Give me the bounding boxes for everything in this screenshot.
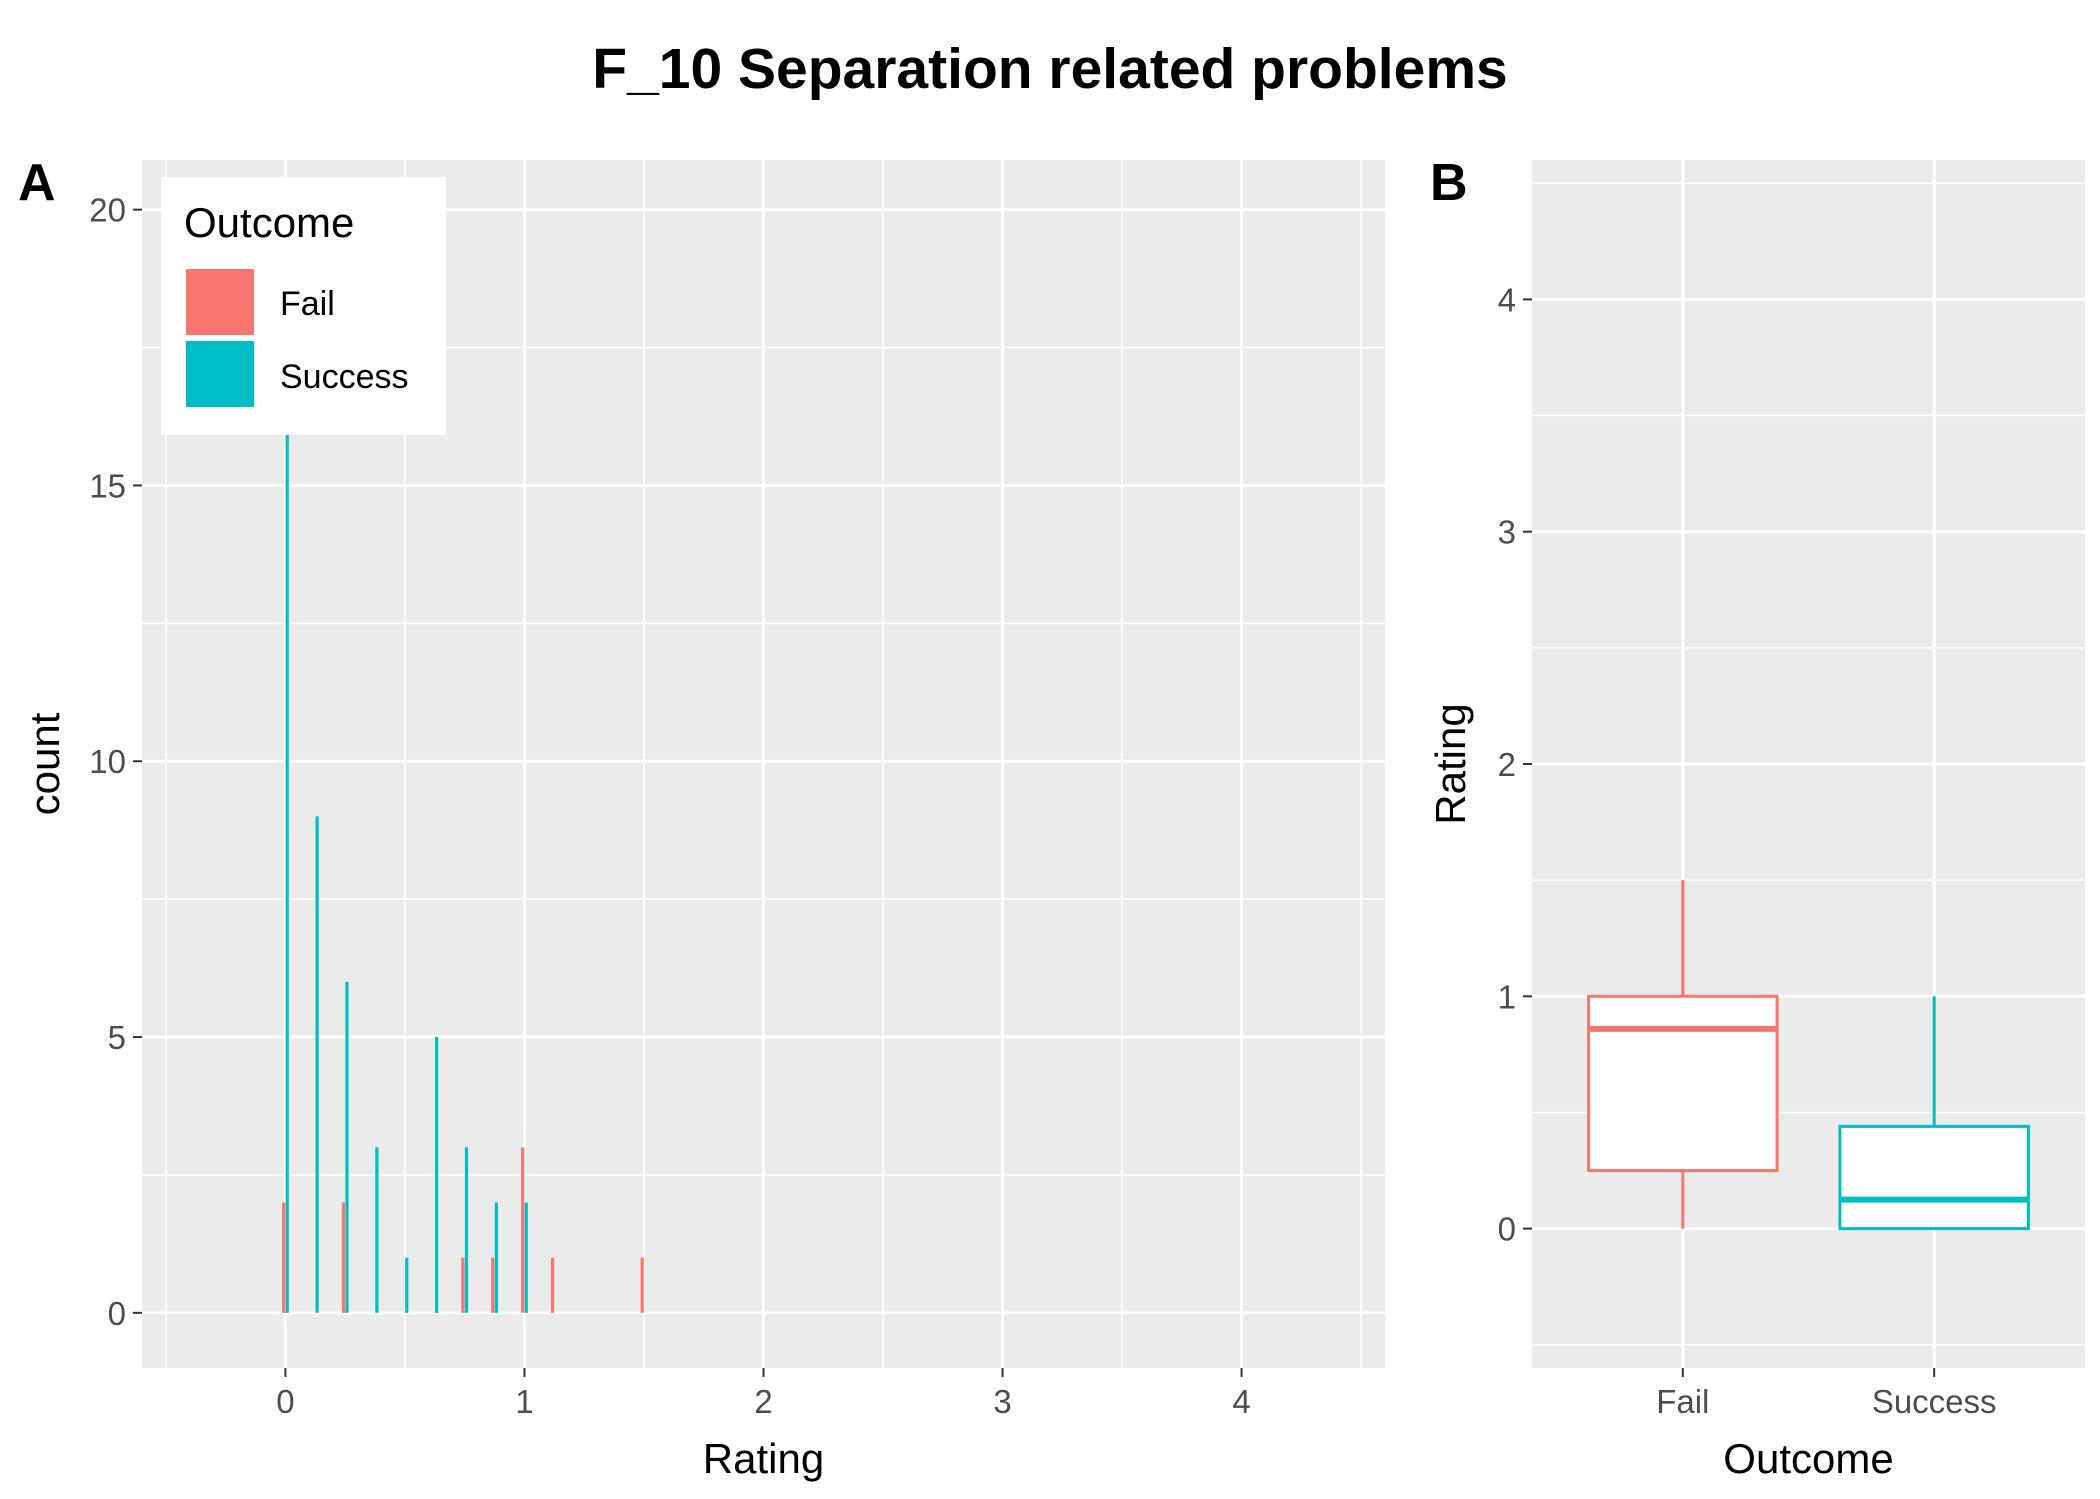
legend-label-fail: Fail: [280, 285, 335, 323]
legend-key-success: [186, 341, 254, 407]
panel-b-ticks: Fail Success 0 1 2 3 4: [1498, 281, 1997, 1420]
x-tick-label: 0: [276, 1383, 294, 1420]
box-success: [1838, 996, 2030, 1231]
panel-a-x-axis-title: Rating: [703, 1435, 824, 1482]
y-tick-label: 10: [89, 743, 126, 780]
bar-fail: [282, 1202, 286, 1313]
y-tick-label: 1: [1498, 978, 1516, 1015]
bar-success: [435, 1037, 439, 1313]
x-tick-label: 3: [993, 1383, 1011, 1420]
bar-fail: [491, 1257, 495, 1313]
panel-a-bars: [282, 430, 644, 1313]
y-tick-label: 2: [1498, 746, 1516, 783]
figure-title: F_10 Separation related problems: [592, 37, 1507, 101]
panel-b: B Fail Success 0 1 2 3 4 Outcome Rating: [1427, 154, 2085, 1482]
y-tick-label: 20: [89, 192, 126, 229]
y-tick-label: 0: [108, 1295, 126, 1332]
bar-success: [464, 1147, 469, 1313]
x-tick-label: 1: [515, 1383, 533, 1420]
panel-a: A 0 1 2 3 4 0 5 10 15 20 Rating count Outcome Fai…: [18, 154, 1385, 1482]
bar-fail: [521, 1147, 525, 1313]
legend-label-success: Success: [280, 358, 409, 396]
x-tick-label: Success: [1872, 1383, 1997, 1420]
panel-a-gridlines: [142, 160, 1385, 1368]
legend: Outcome Fail Success: [161, 177, 446, 435]
panel-a-letter: A: [18, 154, 56, 212]
bar-fail: [550, 1257, 555, 1313]
panel-b-x-axis-title: Outcome: [1723, 1435, 1893, 1482]
bar-success: [285, 430, 289, 1313]
legend-title: Outcome: [184, 199, 354, 246]
bar-success: [405, 1257, 409, 1313]
panel-b-y-axis-title: Rating: [1427, 703, 1474, 824]
x-tick-label: Fail: [1656, 1383, 1709, 1420]
x-tick-label: 4: [1232, 1383, 1250, 1420]
bar-success: [345, 981, 349, 1313]
y-tick-label: 0: [1498, 1211, 1516, 1248]
box-iqr: [1587, 994, 1779, 1173]
y-tick-label: 3: [1498, 514, 1516, 551]
box-fail: [1587, 880, 1779, 1229]
legend-key-fail: [186, 269, 254, 335]
y-tick-label: 5: [108, 1019, 126, 1056]
panel-a-ticks: 0 1 2 3 4 0 5 10 15 20: [89, 192, 1250, 1420]
bar-success: [315, 816, 319, 1313]
panel-b-boxes: [1587, 880, 2030, 1231]
bar-fail: [461, 1257, 465, 1313]
bar-success: [494, 1202, 498, 1313]
bar-success: [524, 1202, 528, 1313]
bar-fail: [640, 1257, 644, 1313]
y-tick-label: 15: [89, 467, 126, 504]
panel-b-letter: B: [1430, 154, 1468, 212]
y-tick-label: 4: [1498, 281, 1516, 318]
panel-a-y-axis-title: count: [21, 712, 68, 815]
bar-success: [375, 1147, 379, 1313]
box-iqr: [1838, 1124, 2030, 1231]
x-tick-label: 2: [754, 1383, 772, 1420]
bar-fail: [341, 1202, 345, 1313]
